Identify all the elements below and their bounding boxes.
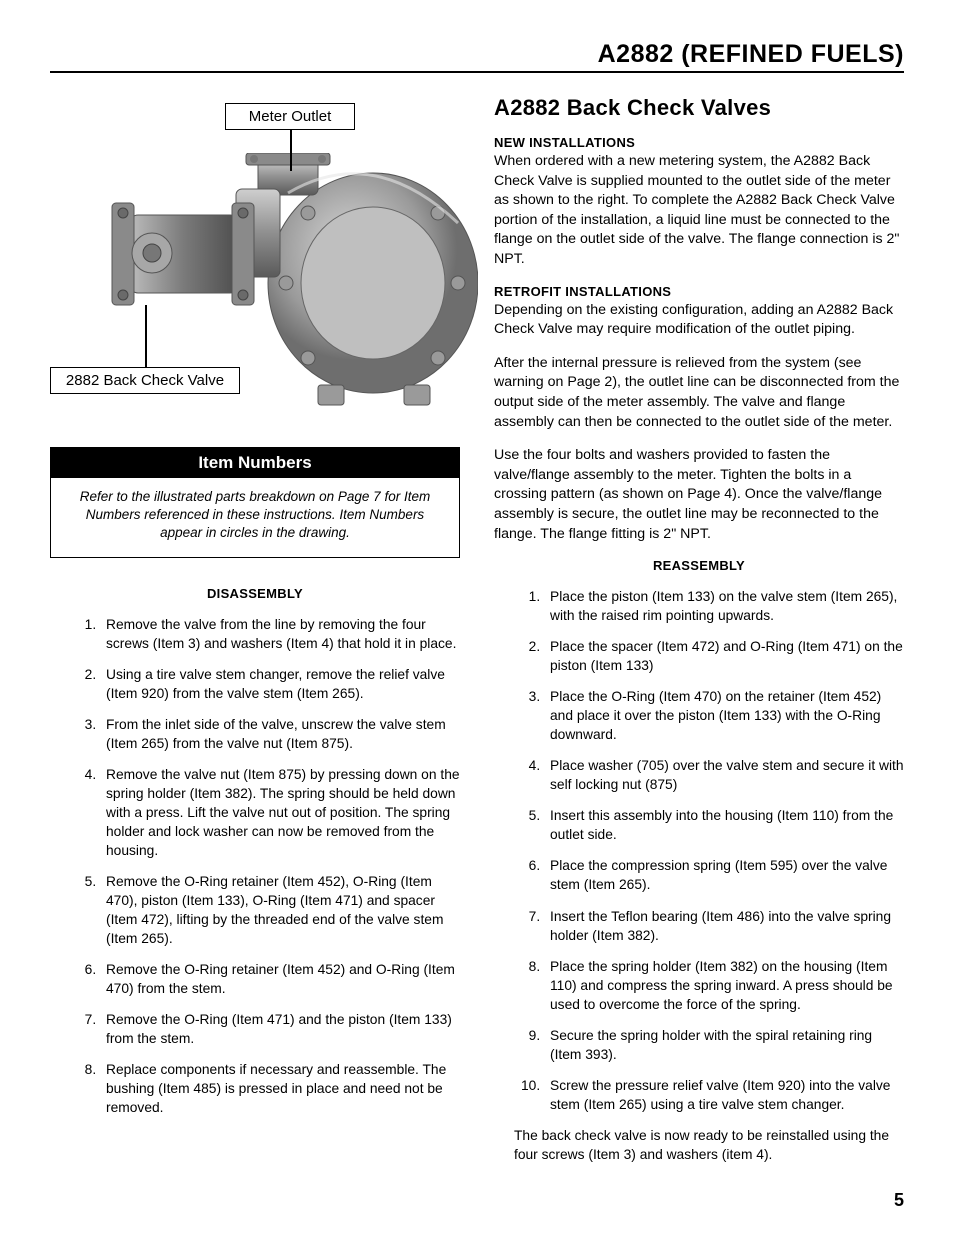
reassembly-step: Place the piston (Item 133) on the valve… (544, 587, 904, 625)
reassembly-step: Screw the pressure relief valve (Item 92… (544, 1076, 904, 1114)
disassembly-step: Remove the O-Ring retainer (Item 452), O… (100, 872, 460, 948)
disassembly-step: From the inlet side of the valve, unscre… (100, 715, 460, 753)
reassembly-step: Place the spring holder (Item 382) on th… (544, 957, 904, 1014)
item-numbers-body: Refer to the illustrated parts breakdown… (51, 478, 459, 557)
retrofit-body-2: After the internal pressure is relieved … (494, 354, 904, 432)
leader-line (145, 305, 147, 367)
reassembly-step: Place the compression spring (Item 595) … (544, 856, 904, 894)
reassembly-step: Place the spacer (Item 472) and O-Ring (… (544, 637, 904, 675)
reassembly-steps: Place the piston (Item 133) on the valve… (494, 587, 904, 1114)
product-figure: Meter Outlet 2882 Back Check Valve (50, 95, 460, 425)
disassembly-step: Remove the valve nut (Item 875) by press… (100, 765, 460, 860)
new-installations-heading: New Installations (494, 135, 904, 150)
left-column: Meter Outlet 2882 Back Check Valve Item … (50, 95, 460, 1164)
reassembly-step: Place the O-Ring (Item 470) on the retai… (544, 687, 904, 744)
page-header: A2882 (REFINED FUELS) (50, 40, 904, 73)
section-title: A2882 Back Check Valves (494, 95, 904, 121)
disassembly-step: Remove the O-Ring retainer (Item 452) an… (100, 960, 460, 998)
new-installations-body: When ordered with a new metering system,… (494, 152, 904, 270)
item-numbers-heading: Item Numbers (51, 448, 459, 478)
callout-valve-label: 2882 Back Check Valve (66, 372, 224, 389)
disassembly-heading: Disassembly (50, 586, 460, 601)
disassembly-step: Replace components if necessary and reas… (100, 1060, 460, 1117)
callout-meter-label: Meter Outlet (249, 108, 332, 125)
reassembly-step: Secure the spring holder with the spiral… (544, 1026, 904, 1064)
retrofit-body-1: Depending on the existing configuration,… (494, 301, 904, 340)
callout-meter-outlet: Meter Outlet (225, 103, 355, 130)
page-number: 5 (894, 1190, 904, 1211)
disassembly-steps: Remove the valve from the line by removi… (50, 615, 460, 1118)
leader-line (290, 129, 292, 171)
reassembly-heading: Reassembly (494, 558, 904, 573)
reassembly-step: Insert this assembly into the housing (I… (544, 806, 904, 844)
item-numbers-box: Item Numbers Refer to the illustrated pa… (50, 447, 460, 558)
disassembly-step: Remove the valve from the line by removi… (100, 615, 460, 653)
retrofit-body-3: Use the four bolts and washers provided … (494, 446, 904, 544)
page-header-title: A2882 (REFINED FUELS) (598, 40, 904, 68)
disassembly-step: Using a tire valve stem changer, remove … (100, 665, 460, 703)
disassembly-step: Remove the O-Ring (Item 471) and the pis… (100, 1010, 460, 1048)
reassembly-step: Place washer (705) over the valve stem a… (544, 756, 904, 794)
callout-back-check-valve: 2882 Back Check Valve (50, 367, 240, 394)
two-column-layout: Meter Outlet 2882 Back Check Valve Item … (50, 95, 904, 1164)
reassembly-closing: The back check valve is now ready to be … (494, 1126, 904, 1164)
reassembly-step: Insert the Teflon bearing (Item 486) int… (544, 907, 904, 945)
right-column: A2882 Back Check Valves New Installation… (494, 95, 904, 1164)
retrofit-installations-heading: Retrofit Installations (494, 284, 904, 299)
